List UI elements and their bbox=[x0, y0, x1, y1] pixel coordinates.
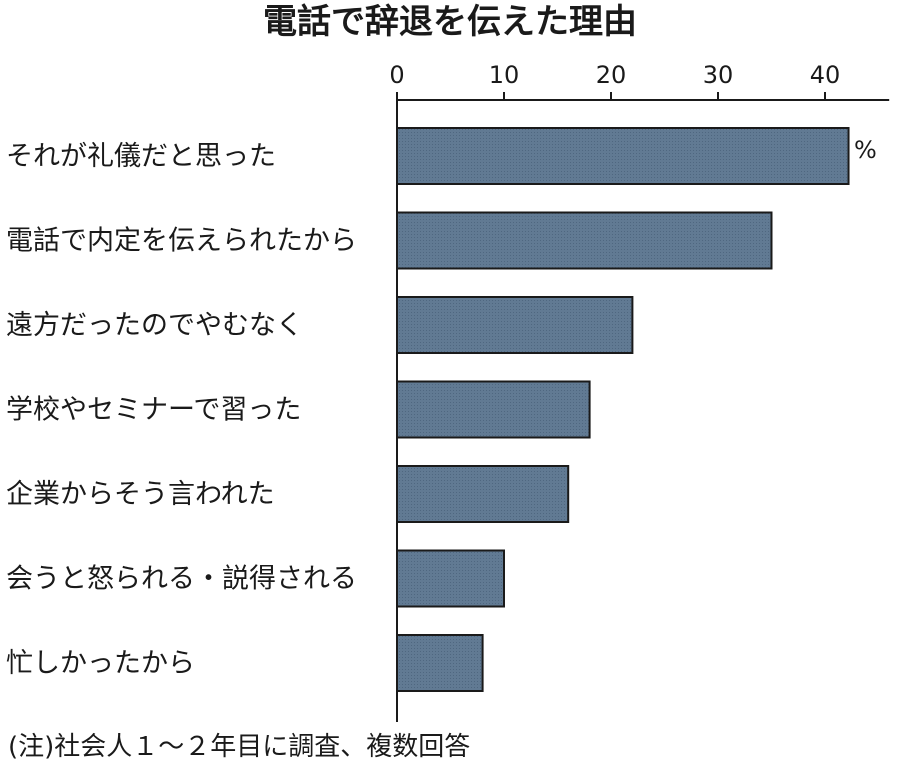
bar bbox=[396, 465, 570, 523]
x-tick-label: 20 bbox=[596, 61, 627, 89]
chart-title: 電話で辞退を伝えた理由 bbox=[263, 2, 637, 42]
x-axis: 0 10 20 30 40 bbox=[389, 61, 890, 722]
category-label: 学校やセミナーで習った bbox=[6, 395, 301, 426]
category-labels: それが礼儀だと思った電話で内定を伝えられたから遠方だったのでやむなく学校やセミナ… bbox=[6, 141, 357, 679]
category-label: 会うと怒られる・説得される bbox=[6, 564, 357, 595]
category-label: 遠方だったのでやむなく bbox=[6, 310, 303, 341]
bar bbox=[396, 127, 850, 185]
x-tick-label: 40 bbox=[810, 61, 841, 89]
bar bbox=[396, 549, 505, 608]
unit-label: % bbox=[854, 136, 877, 164]
footnote: (注)社会人１～２年目に調査、複数回答 bbox=[8, 732, 470, 762]
bar bbox=[396, 380, 591, 439]
category-label: 忙しかったから bbox=[6, 648, 195, 679]
bars bbox=[396, 127, 850, 692]
category-label: それが礼儀だと思った bbox=[6, 141, 276, 172]
bar bbox=[396, 211, 773, 270]
category-label: 企業からそう言われた bbox=[6, 479, 275, 510]
bar bbox=[396, 296, 634, 354]
category-label: 電話で内定を伝えられたから bbox=[6, 226, 357, 257]
x-tick-label: 30 bbox=[703, 61, 734, 89]
x-tick-label: 10 bbox=[489, 61, 520, 89]
x-tick-label: 0 bbox=[389, 61, 404, 89]
bar bbox=[396, 634, 484, 692]
